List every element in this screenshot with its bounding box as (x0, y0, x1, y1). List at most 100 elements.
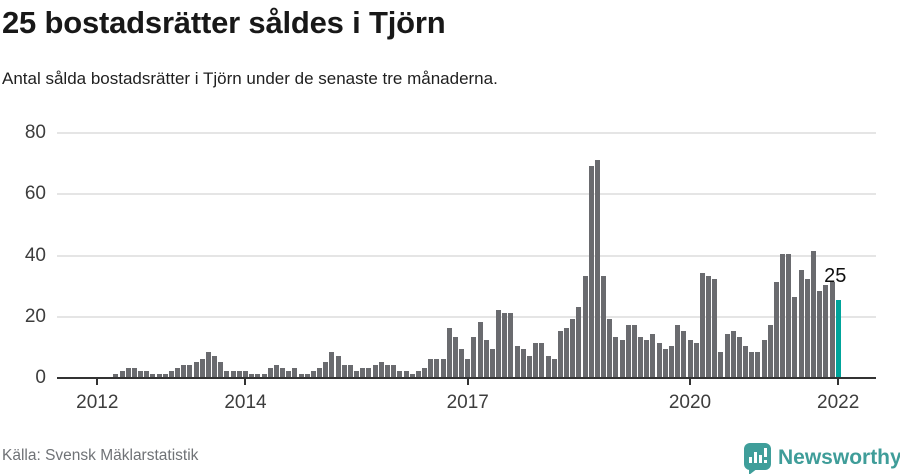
bar (224, 371, 230, 377)
bar (625, 325, 631, 377)
bar (292, 368, 298, 377)
bar (212, 356, 218, 377)
bar (446, 328, 452, 377)
x-axis-tick-label: 2012 (76, 392, 119, 413)
bar (310, 371, 316, 377)
bar (527, 356, 532, 377)
bar (329, 352, 335, 377)
gridline-y-60 (57, 193, 876, 196)
bar (199, 359, 205, 377)
bar (354, 371, 360, 377)
bar (706, 276, 711, 377)
bar (687, 340, 693, 377)
bar (304, 374, 310, 377)
bar (730, 331, 736, 377)
bar (594, 160, 600, 377)
bar (144, 371, 150, 377)
bar (773, 282, 779, 377)
bar (230, 371, 236, 377)
bar (650, 334, 656, 377)
bar (496, 310, 502, 377)
x-axis-tick (688, 379, 691, 385)
bar (317, 368, 322, 377)
x-axis-tick-label: 2020 (668, 392, 712, 413)
bar (465, 359, 471, 377)
bar (187, 365, 193, 377)
bar (162, 374, 168, 377)
bar (601, 276, 606, 377)
bar (335, 356, 341, 377)
bar (669, 346, 674, 377)
x-axis-tick (466, 379, 469, 385)
bar (483, 340, 489, 377)
bar (409, 374, 415, 377)
bar (181, 365, 187, 377)
gridline-y-40 (57, 254, 876, 257)
bar (286, 371, 292, 377)
bar (243, 371, 248, 377)
bar (366, 368, 372, 377)
bar (520, 349, 526, 377)
bar (428, 359, 434, 377)
bar (440, 359, 446, 377)
bar (582, 276, 588, 377)
bar (539, 343, 545, 377)
x-axis-tick-label: 2022 (817, 392, 860, 413)
bar (780, 254, 786, 377)
newsworthy-logo[interactable]: Newsworthy (744, 441, 900, 474)
bar (422, 368, 427, 377)
bar (718, 352, 724, 377)
bar (502, 313, 508, 377)
bar (434, 359, 440, 377)
bar (755, 352, 761, 377)
bar (452, 337, 458, 377)
bar (699, 273, 705, 377)
bar (767, 325, 773, 377)
bar (489, 349, 495, 377)
bar (138, 371, 143, 377)
bar (391, 365, 397, 377)
bar (619, 340, 625, 377)
bar (168, 371, 174, 377)
page-title: 25 bostadsrätter såldes i Tjörn (2, 5, 446, 40)
highlighted-bar (835, 300, 841, 377)
bar (347, 365, 353, 377)
y-axis-tick-label: 60 (24, 183, 46, 205)
bar (125, 368, 131, 377)
bar (255, 374, 261, 377)
newsworthy-wordmark: Newsworthy (778, 446, 900, 469)
x-axis-tick-label: 2017 (446, 392, 489, 413)
bar (724, 334, 730, 377)
bar (576, 307, 582, 377)
bar (273, 365, 279, 377)
bar (829, 282, 835, 377)
chart-subtitle: Antal sålda bostadsrätter i Tjörn under … (2, 69, 498, 88)
bar (415, 371, 421, 377)
bar (644, 340, 650, 377)
bar (113, 374, 119, 377)
y-axis-tick-label: 80 (24, 122, 46, 143)
bar (712, 279, 718, 377)
bar (193, 362, 199, 377)
bar (631, 325, 637, 377)
last-value-annotation: 25 (824, 265, 847, 288)
bar (613, 337, 619, 377)
bar (736, 337, 742, 377)
bar (743, 346, 748, 377)
bar (693, 343, 699, 377)
y-axis-tick-label: 40 (24, 244, 46, 266)
y-axis-tick-label: 20 (24, 305, 46, 327)
bar (508, 313, 514, 377)
gridline-y-20 (57, 315, 876, 318)
bar (236, 371, 242, 377)
bar (545, 356, 551, 377)
bar (280, 368, 285, 377)
source-caption: Källa: Svensk Mäklarstatistik (2, 447, 199, 464)
newsworthy-icon (744, 443, 771, 470)
bar (267, 368, 273, 377)
bar (761, 340, 767, 377)
bar (607, 319, 613, 377)
bar (804, 279, 810, 377)
